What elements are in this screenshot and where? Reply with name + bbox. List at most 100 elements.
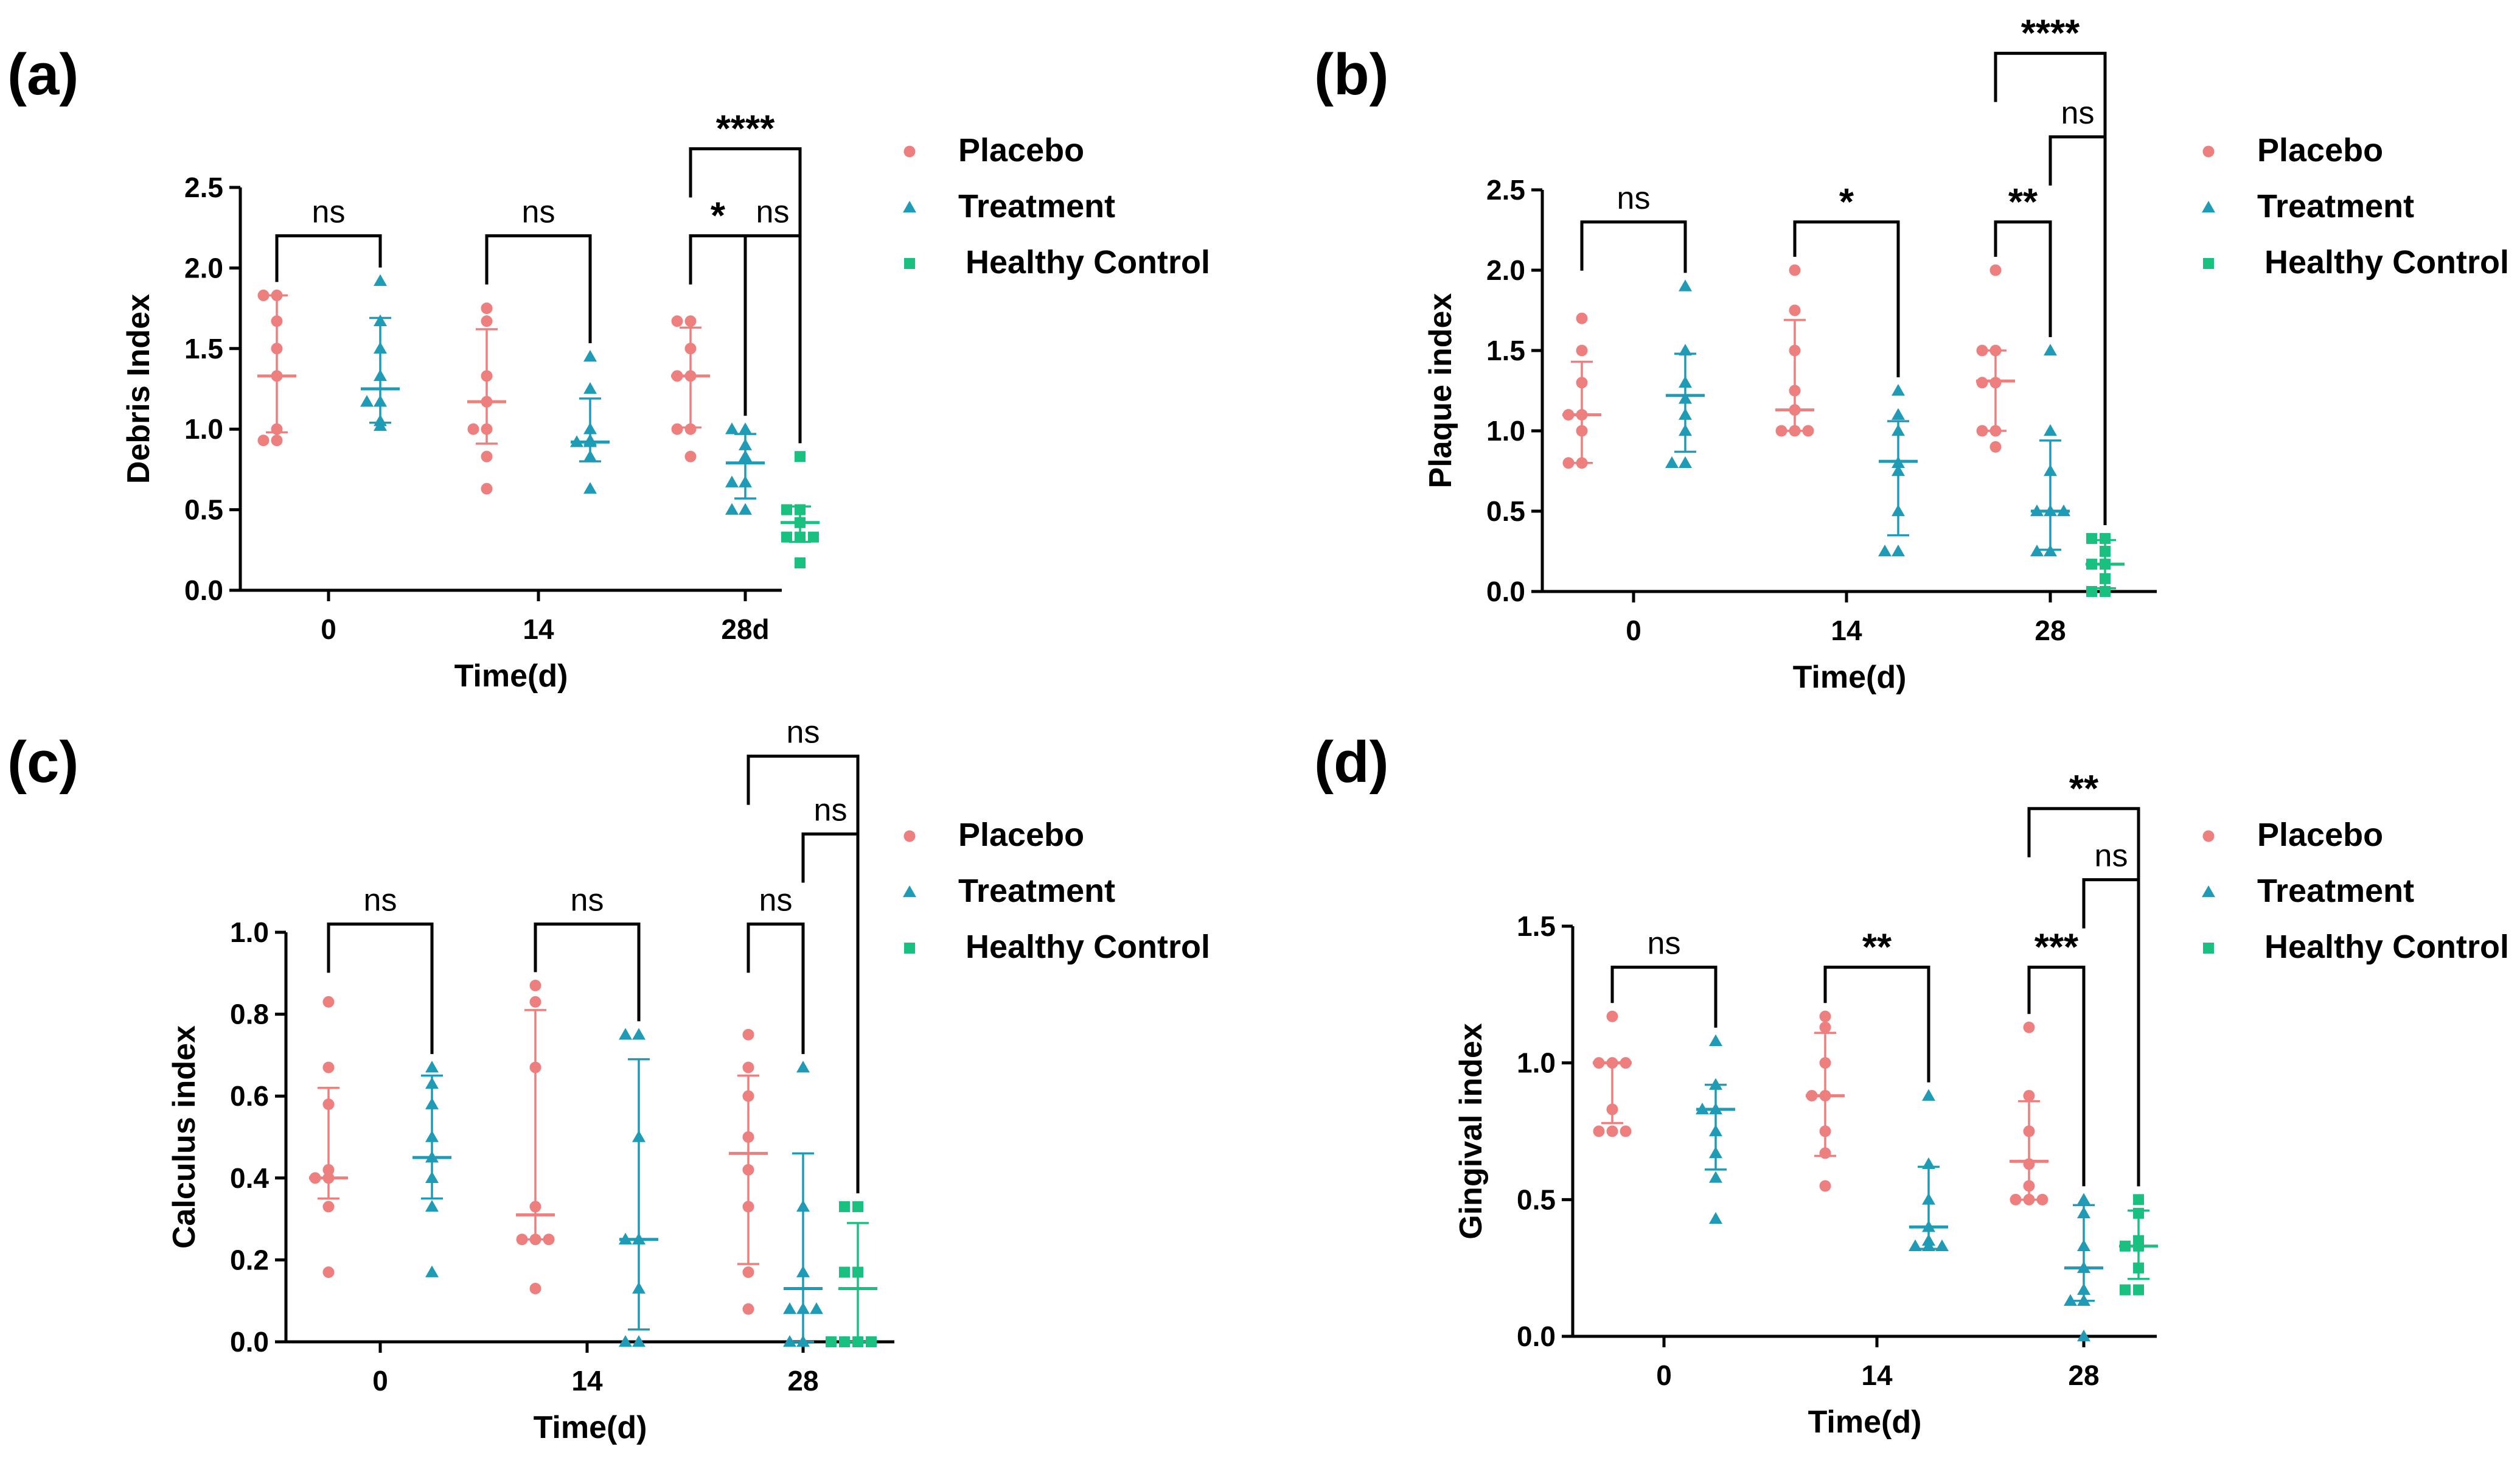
data-point-placebo [271,315,283,327]
data-point-placebo [481,315,493,327]
data-point-placebo [322,1172,335,1184]
data-point-treatment [1679,424,1692,436]
y-tick-label: 1.5 [1517,910,1556,942]
data-point-treatment [2077,1206,2090,1219]
bracket-line [2027,807,2140,1187]
significance-bracket: ns [327,883,434,1055]
group-placebo-t14 [1775,264,1814,437]
data-point-placebo [529,1283,541,1295]
legend-marker-healthy-control [904,258,915,269]
data-point-placebo [671,315,683,327]
data-point-treatment [583,350,597,362]
data-point-healthy-control [2100,546,2111,557]
bracket-line [485,234,592,344]
panel-d: (d) 0.0 0.5 1.0 1.5 0 14 28 Time(d) Gingival inde… [1314,730,2509,1440]
data-point-placebo [742,1201,754,1213]
data-point-placebo [271,423,283,435]
significance-bracket: ns [743,194,802,444]
panel-label: (c) [7,730,78,795]
x-tick-label: 28 [2034,615,2066,646]
data-point-placebo [481,396,493,408]
data-point-placebo [516,1233,528,1246]
data-point-placebo [1976,344,1988,357]
data-point-treatment [583,422,597,434]
data-point-healthy-control [2100,559,2111,570]
data-point-treatment [374,395,387,407]
group-placebo-t28 [729,1028,768,1315]
data-point-placebo [2010,1193,2022,1206]
data-point-treatment [739,422,752,434]
y-tick-label: 1.0 [184,413,223,445]
legend-label-healthy-control: Healthy Control [2264,244,2509,281]
bracket-line [1610,965,1718,1028]
y-tick-label: 1.5 [1486,335,1525,366]
data-point-placebo [1576,425,1588,437]
data-point-placebo [1819,1010,1831,1022]
bracket-line [1994,52,2107,525]
legend: Placebo Treatment Healthy Control [2202,817,2509,965]
data-point-treatment [425,1097,439,1109]
data-point-placebo [322,1061,335,1073]
data-point-treatment [632,1335,646,1347]
y-tick-label: 2.5 [1486,174,1525,206]
data-point-treatment [1892,384,1905,396]
y-tick-label: 1.0 [1517,1047,1556,1079]
data-point-placebo [1562,457,1575,469]
data-point-placebo [1789,425,1801,437]
data-point-placebo [1576,409,1588,421]
data-point-treatment [796,1199,810,1212]
data-point-placebo [742,1303,754,1315]
data-point-treatment [2077,1294,2090,1306]
data-point-treatment [1922,1239,1935,1251]
data-point-healthy-control [2133,1240,2144,1252]
y-tick-label: 2.0 [184,252,223,284]
group-placebo-t0 [1562,312,1601,469]
data-point-treatment [1709,1103,1722,1115]
data-point-treatment [2057,504,2070,517]
data-point-placebo [742,1061,754,1073]
panel-label: (b) [1314,42,1389,107]
bracket-line [275,234,382,282]
bracket-line [747,923,805,1055]
bracket-line [1994,220,2052,337]
significance-label: ns [522,194,555,229]
y-tick-label: 0.0 [184,574,223,606]
data-point-placebo [1976,377,1988,389]
significance-bracket: * [689,195,747,416]
data-point-treatment [2077,1330,2090,1342]
data-point-treatment [1679,392,1692,404]
data-point-treatment [1679,279,1692,291]
data-point-placebo [1606,1125,1618,1137]
significance-bracket: ns [2082,839,2140,1187]
data-point-healthy-control [2133,1284,2144,1296]
legend-label-placebo: Placebo [2257,132,2383,169]
x-tick-label: 28d [721,613,769,645]
legend-marker-treatment [903,885,916,898]
significance-bracket: ns [534,883,641,1022]
data-point-treatment [2077,1193,2090,1205]
y-tick-label: 2.5 [184,172,223,203]
bracket-line [801,832,860,1193]
data-point-treatment [2077,1261,2090,1273]
data-point-placebo [1802,425,1814,437]
data-point-placebo [1989,264,2002,276]
data-point-placebo [684,450,697,462]
group-treatment-t0 [1665,279,1705,469]
y-tick-label: 0.5 [1486,495,1525,527]
data-point-placebo [2036,1193,2048,1206]
data-point-placebo [1989,425,2002,437]
significance-label: ns [2095,839,2128,874]
x-tick-label: 14 [1831,615,1862,646]
data-point-placebo [322,1266,335,1279]
data-point-treatment [1709,1078,1722,1090]
significance-label: **** [2021,13,2080,55]
significance-label: ns [364,883,397,918]
bracket-line [327,923,434,1055]
y-tick-label: 0.0 [1486,576,1525,607]
bracket-line [2027,965,2086,1187]
data-point-placebo [271,343,283,355]
data-point-treatment [1709,1125,1722,1137]
data-point-treatment [1892,424,1905,436]
bracket-line [689,147,802,444]
data-point-placebo [481,450,493,462]
